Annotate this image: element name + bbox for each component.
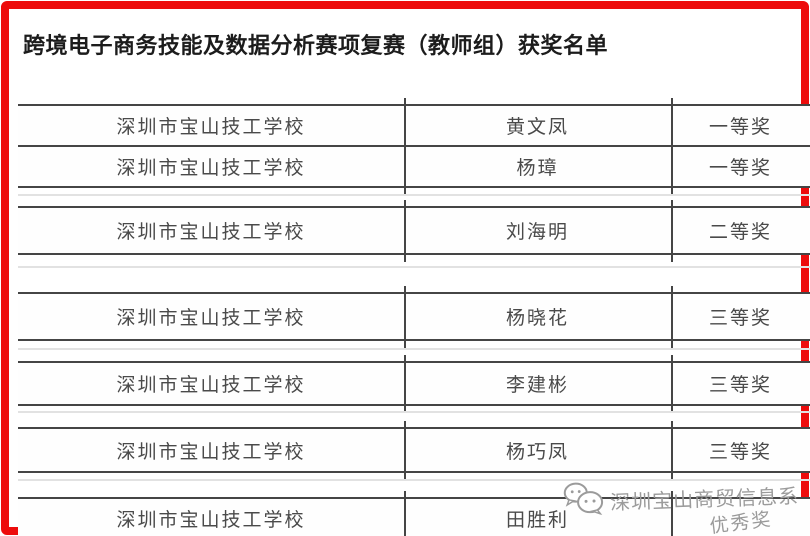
table-row: 深圳市宝山技工学校 杨巧凤 三等奖 [18,429,810,471]
table-row: 深圳市宝山技工学校 田胜利 优秀奖 [18,499,810,536]
school-cell: 深圳市宝山技工学校 [116,222,306,243]
name-cell: 杨璋 [516,158,559,179]
name-cell: 田胜利 [505,510,569,531]
name-cell: 杨巧凤 [505,441,569,463]
column-divider [404,200,406,262]
table-row: 深圳市宝山技工学校 李建彬 三等奖 [18,363,810,404]
column-divider [671,286,673,348]
segment-separator-line [18,266,810,268]
name-cell: 刘海明 [505,222,569,243]
award-cell: 三等奖 [708,441,772,463]
column-divider [671,355,673,413]
award-cell: 一等奖 [708,158,772,179]
segment-separator-line [18,194,810,196]
table-segment: 深圳市宝山技工学校 黄文凤 一等奖 深圳市宝山技工学校 杨璋 一等奖 [18,98,810,195]
segment-separator-line [18,479,810,481]
column-divider [404,421,406,480]
watermark-text: 深圳宝山商贸信息系 [609,485,800,514]
school-cell: 深圳市宝山技工学校 [116,308,306,329]
award-table: 深圳市宝山技工学校 黄文凤 一等奖 深圳市宝山技工学校 杨璋 一等奖 深圳市宝山技工学校 刘海… [18,18,810,536]
segment-separator-line [18,411,810,413]
table-segment: 深圳市宝山技工学校 刘海明 二等奖 [18,200,810,262]
column-divider [671,491,673,536]
column-divider [404,286,406,348]
wechat-icon [562,481,605,522]
award-cell: 三等奖 [708,375,772,396]
school-cell: 深圳市宝山技工学校 [116,441,306,463]
school-cell: 深圳市宝山技工学校 [116,117,306,138]
column-divider [671,421,673,480]
table-segment: 深圳市宝山技工学校 田胜利 优秀奖 [18,491,810,536]
column-divider [671,98,673,195]
name-cell: 李建彬 [505,375,569,396]
name-cell: 杨晓花 [505,308,569,329]
table-row: 深圳市宝山技工学校 刘海明 二等奖 [18,208,810,253]
table-row: 深圳市宝山技工学校 杨璋 一等奖 [18,145,810,186]
award-cell: 一等奖 [708,117,772,138]
table-row: 深圳市宝山技工学校 黄文凤 一等奖 [18,106,810,145]
page-title: 跨境电子商务技能及数据分析赛项复赛（教师组）获奖名单 [23,33,609,58]
watermark: 深圳宝山商贸信息系 [562,474,799,522]
column-divider [404,355,406,413]
award-cell: 二等奖 [708,222,772,243]
column-divider [404,98,406,195]
name-cell: 黄文凤 [505,117,569,138]
table-row: 深圳市宝山技工学校 杨晓花 三等奖 [18,294,810,339]
school-cell: 深圳市宝山技工学校 [116,510,306,531]
school-cell: 深圳市宝山技工学校 [116,375,306,396]
document-content: 跨境电子商务技能及数据分析赛项复赛（教师组）获奖名单 深圳市宝山技工学校 黄文凤一… [18,18,810,536]
table-segment: 深圳市宝山技工学校 杨巧凤 三等奖 [18,421,810,480]
award-cell: 三等奖 [708,308,772,329]
segment-separator-line [18,348,810,350]
table-segment: 深圳市宝山技工学校 杨晓花 三等奖 [18,286,810,348]
column-divider [671,200,673,262]
school-cell: 深圳市宝山技工学校 [116,158,306,179]
column-divider [404,491,406,536]
table-segment: 深圳市宝山技工学校 李建彬 三等奖 [18,355,810,413]
